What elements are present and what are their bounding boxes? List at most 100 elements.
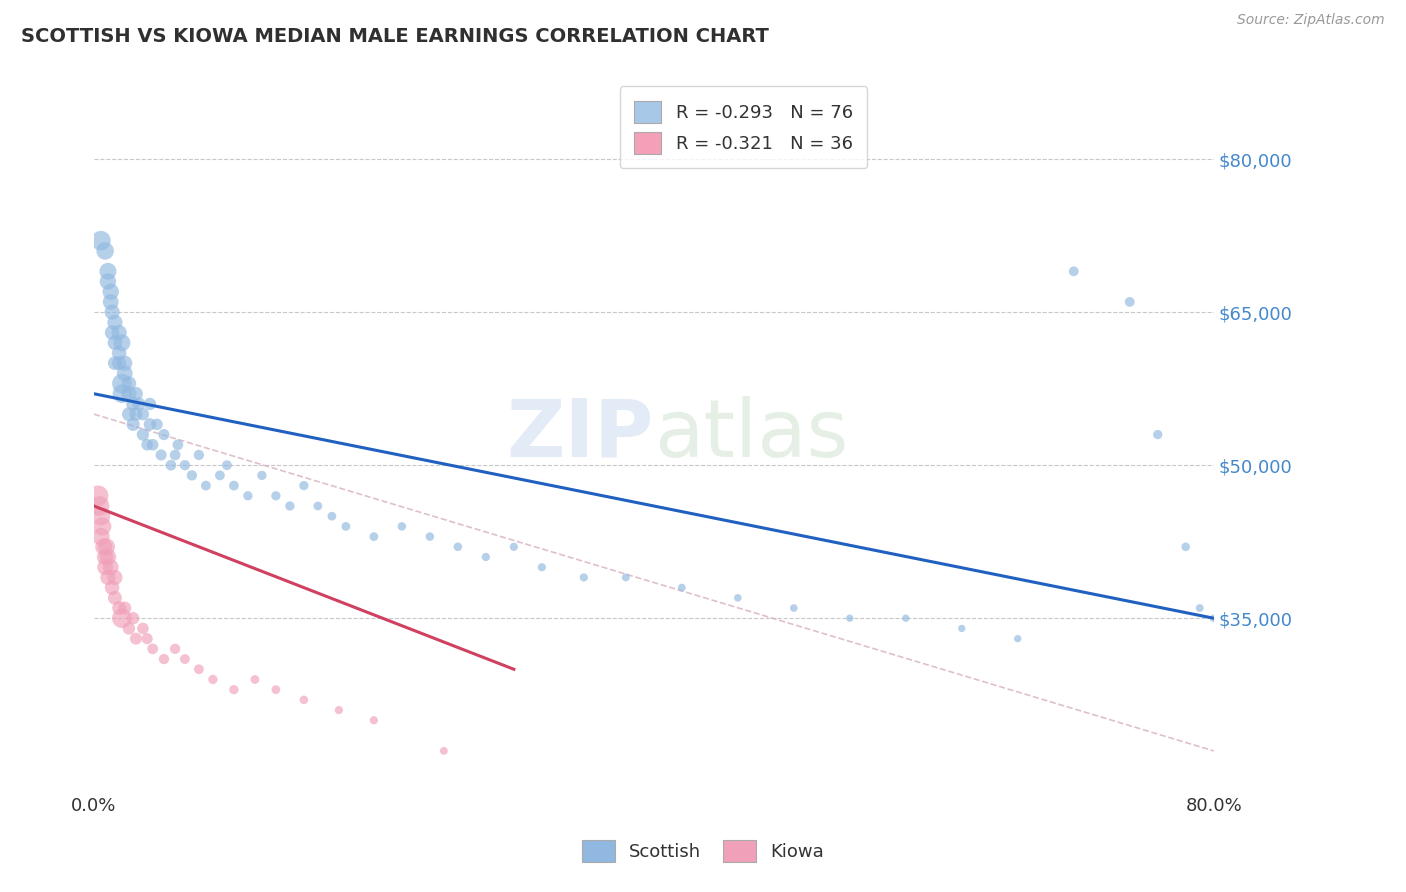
- Point: [101, 326, 124, 340]
- Point: [90, 234, 112, 248]
- Point: [91, 519, 114, 533]
- Point: [838, 611, 860, 625]
- Point: [132, 427, 155, 442]
- Point: [108, 601, 131, 615]
- Point: [419, 530, 441, 544]
- Point: [250, 468, 273, 483]
- Text: atlas: atlas: [654, 395, 848, 474]
- Point: [335, 519, 357, 533]
- Point: [142, 641, 165, 656]
- Point: [671, 581, 693, 595]
- Point: [122, 611, 145, 625]
- Point: [87, 489, 110, 503]
- Point: [363, 530, 385, 544]
- Point: [125, 386, 148, 401]
- Point: [236, 489, 259, 503]
- Point: [111, 335, 134, 350]
- Point: [292, 478, 315, 492]
- Point: [90, 530, 112, 544]
- Point: [100, 294, 122, 309]
- Point: [104, 591, 127, 605]
- Point: [278, 499, 301, 513]
- Point: [104, 356, 127, 370]
- Text: ZIP: ZIP: [506, 395, 654, 474]
- Point: [167, 438, 190, 452]
- Point: [174, 652, 197, 666]
- Point: [101, 581, 124, 595]
- Point: [391, 519, 413, 533]
- Point: [1174, 540, 1197, 554]
- Point: [433, 744, 456, 758]
- Point: [153, 652, 176, 666]
- Point: [108, 326, 131, 340]
- Point: [97, 264, 120, 278]
- Point: [136, 438, 159, 452]
- Point: [1063, 264, 1085, 278]
- Point: [114, 601, 136, 615]
- Point: [150, 448, 173, 462]
- Text: Source: ZipAtlas.com: Source: ZipAtlas.com: [1237, 13, 1385, 28]
- Point: [1188, 601, 1211, 615]
- Point: [264, 489, 287, 503]
- Point: [94, 244, 117, 258]
- Point: [128, 397, 150, 411]
- Point: [97, 570, 120, 584]
- Point: [139, 397, 162, 411]
- Point: [243, 673, 266, 687]
- Point: [614, 570, 637, 584]
- Point: [104, 335, 127, 350]
- Point: [118, 376, 141, 391]
- Point: [108, 346, 131, 360]
- Point: [180, 468, 202, 483]
- Point: [307, 499, 329, 513]
- Point: [1202, 611, 1225, 625]
- Point: [100, 285, 122, 299]
- Point: [104, 315, 127, 329]
- Point: [111, 611, 134, 625]
- Point: [174, 458, 197, 473]
- Point: [194, 478, 217, 492]
- Point: [1119, 294, 1142, 309]
- Point: [208, 468, 231, 483]
- Point: [97, 549, 120, 564]
- Point: [100, 560, 122, 574]
- Point: [894, 611, 917, 625]
- Text: SCOTTISH VS KIOWA MEDIAN MALE EARNINGS CORRELATION CHART: SCOTTISH VS KIOWA MEDIAN MALE EARNINGS C…: [21, 27, 769, 45]
- Point: [122, 397, 145, 411]
- Point: [264, 682, 287, 697]
- Point: [111, 386, 134, 401]
- Point: [96, 540, 118, 554]
- Point: [142, 438, 165, 452]
- Point: [950, 622, 973, 636]
- Point: [118, 386, 141, 401]
- Point: [90, 509, 112, 524]
- Point: [328, 703, 350, 717]
- Point: [104, 570, 127, 584]
- Point: [187, 662, 209, 676]
- Point: [118, 622, 141, 636]
- Point: [94, 560, 117, 574]
- Legend: R = -0.293   N = 76, R = -0.321   N = 36: R = -0.293 N = 76, R = -0.321 N = 36: [620, 87, 868, 169]
- Point: [1007, 632, 1029, 646]
- Point: [122, 417, 145, 432]
- Point: [187, 448, 209, 462]
- Point: [114, 367, 136, 381]
- Point: [165, 641, 187, 656]
- Point: [153, 427, 176, 442]
- Point: [363, 713, 385, 727]
- Point: [97, 275, 120, 289]
- Point: [94, 549, 117, 564]
- Point: [108, 356, 131, 370]
- Point: [89, 499, 111, 513]
- Point: [727, 591, 749, 605]
- Point: [572, 570, 595, 584]
- Point: [118, 407, 141, 421]
- Point: [475, 549, 498, 564]
- Point: [132, 407, 155, 421]
- Point: [201, 673, 224, 687]
- Point: [114, 356, 136, 370]
- Point: [215, 458, 238, 473]
- Point: [165, 448, 187, 462]
- Point: [125, 632, 148, 646]
- Point: [111, 376, 134, 391]
